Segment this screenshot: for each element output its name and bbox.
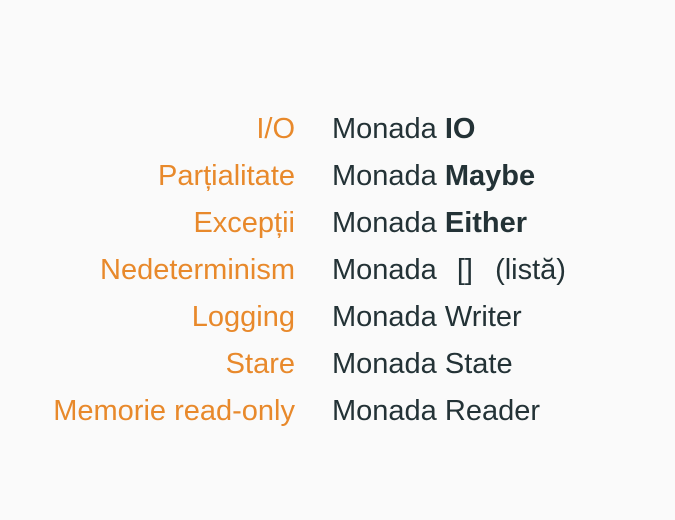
- row-state: Stare Monada State: [0, 341, 675, 388]
- effect-label: Nedeterminism: [100, 254, 295, 286]
- row-readonly-memory: Memorie read-only Monada Reader: [0, 388, 675, 435]
- effect-label: I/O: [256, 113, 295, 145]
- row-io: I/O Monada IO: [0, 106, 675, 153]
- monad-symbol: []: [456, 254, 473, 286]
- effects-monads-table: I/O Monada IO Parțialitate Monada Maybe …: [0, 106, 675, 435]
- effect-label: Parțialitate: [157, 160, 295, 192]
- monad-name: Either: [444, 207, 528, 239]
- row-exceptions: Excepții Monada Either: [0, 200, 675, 247]
- monad-label: Monada State: [332, 341, 513, 388]
- monad-prefix: Monada: [332, 160, 437, 192]
- monad-prefix: Monada: [332, 254, 437, 286]
- monad-prefix: Monada: [332, 348, 437, 380]
- monad-prefix: Monada: [332, 113, 437, 145]
- row-partiality: Parțialitate Monada Maybe: [0, 153, 675, 200]
- monad-name: Maybe: [444, 160, 536, 192]
- monad-label: Monada IO: [332, 106, 476, 153]
- effect-label: Stare: [225, 348, 295, 380]
- monad-name: Writer: [444, 301, 522, 333]
- monad-label: Monada [] (listă): [332, 247, 566, 294]
- monad-name: Reader: [444, 395, 540, 427]
- monad-note: (listă): [495, 254, 566, 286]
- monad-prefix: Monada: [332, 301, 437, 333]
- monad-name: State: [444, 348, 513, 380]
- effect-label: Memorie read-only: [53, 395, 295, 427]
- monad-label: Monada Reader: [332, 388, 540, 435]
- monad-label: Monada Maybe: [332, 153, 535, 200]
- row-nondeterminism: Nedeterminism Monada [] (listă): [0, 247, 675, 294]
- monad-prefix: Monada: [332, 395, 437, 427]
- monad-prefix: Monada: [332, 207, 437, 239]
- row-logging: Logging Monada Writer: [0, 294, 675, 341]
- monad-label: Monada Writer: [332, 294, 522, 341]
- effect-label: Logging: [191, 301, 295, 333]
- monad-name: IO: [444, 113, 476, 145]
- effect-label: Excepții: [193, 207, 295, 239]
- monad-label: Monada Either: [332, 200, 527, 247]
